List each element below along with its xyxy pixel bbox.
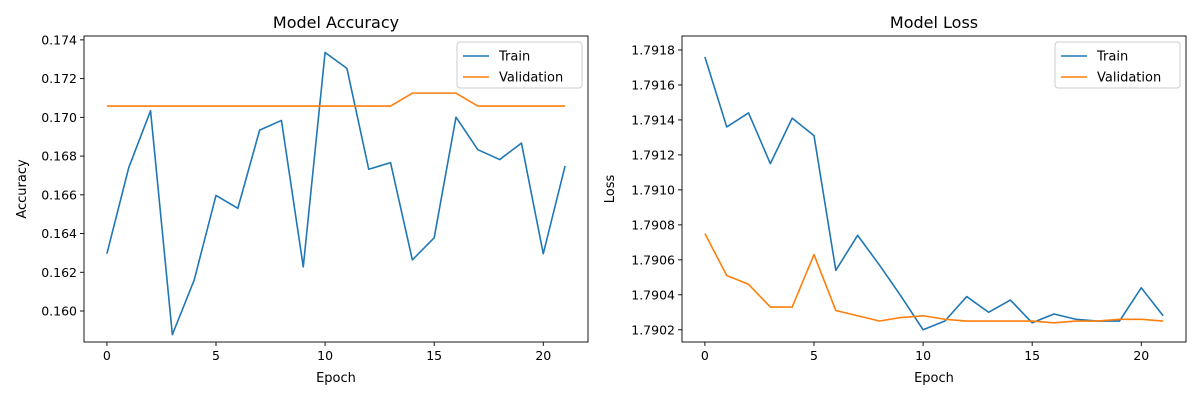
series-line-train (106, 51, 566, 336)
legend: Train Validation (1054, 41, 1181, 89)
legend-label: Validation (1097, 71, 1161, 86)
x-axis-label: Epoch (316, 371, 356, 386)
y-tick-label: 0.170 (41, 110, 77, 125)
y-tick-label: 1.7918 (631, 42, 675, 57)
y-tick-label: 1.7902 (631, 322, 675, 337)
x-tick-label: 5 (810, 348, 818, 363)
y-tick-label: 0.168 (41, 149, 77, 164)
y-tick-label: 0.166 (41, 187, 77, 202)
x-tick-label: 0 (701, 348, 709, 363)
plot-frame (681, 35, 1187, 343)
y-tick-label: 0.160 (41, 304, 77, 319)
y-tick-label: 1.7904 (631, 287, 675, 302)
legend-label: Train (1096, 50, 1128, 65)
y-tick-label: 0.162 (41, 265, 77, 280)
x-tick-label: 15 (1024, 348, 1040, 363)
y-tick-label: 1.7910 (631, 182, 675, 197)
legend-label: Train (498, 50, 530, 65)
legend-label: Validation (499, 71, 563, 86)
x-tick-label: 15 (426, 348, 442, 363)
y-tick-label: 1.7914 (631, 112, 675, 127)
y-axis-label: Loss (603, 175, 618, 204)
accuracy-chart: Model Accuracy 0 5 10 15 20 0.160 0.162 0.164 0.1… (15, 13, 589, 386)
x-tick-label: 0 (103, 348, 111, 363)
legend: Train Validation (456, 41, 583, 89)
y-axis-label: Accuracy (15, 159, 30, 219)
y-tick-label: 1.7906 (631, 252, 675, 267)
loss-chart: Model Loss 0 5 10 15 20 1.7902 1.7904 1.7906 1.79… (603, 13, 1187, 386)
chart-title: Model Accuracy (273, 13, 399, 32)
y-tick-label: 1.7908 (631, 217, 675, 232)
x-tick-label: 10 (317, 348, 333, 363)
y-tick-label: 0.164 (41, 226, 77, 241)
plot-frame (83, 35, 589, 343)
y-tick-label: 1.7912 (631, 147, 675, 162)
series-line-train (704, 56, 1164, 331)
series-line-validation (106, 92, 566, 107)
x-tick-label: 10 (915, 348, 931, 363)
x-axis-label: Epoch (914, 371, 954, 386)
x-tick-label: 20 (1133, 348, 1149, 363)
x-tick-label: 5 (212, 348, 220, 363)
series-line-validation (704, 233, 1164, 324)
x-tick-label: 20 (535, 348, 551, 363)
y-tick-label: 0.172 (41, 71, 77, 86)
y-tick-label: 1.7916 (631, 77, 675, 92)
chart-title: Model Loss (890, 13, 978, 32)
y-tick-label: 0.174 (41, 32, 77, 47)
